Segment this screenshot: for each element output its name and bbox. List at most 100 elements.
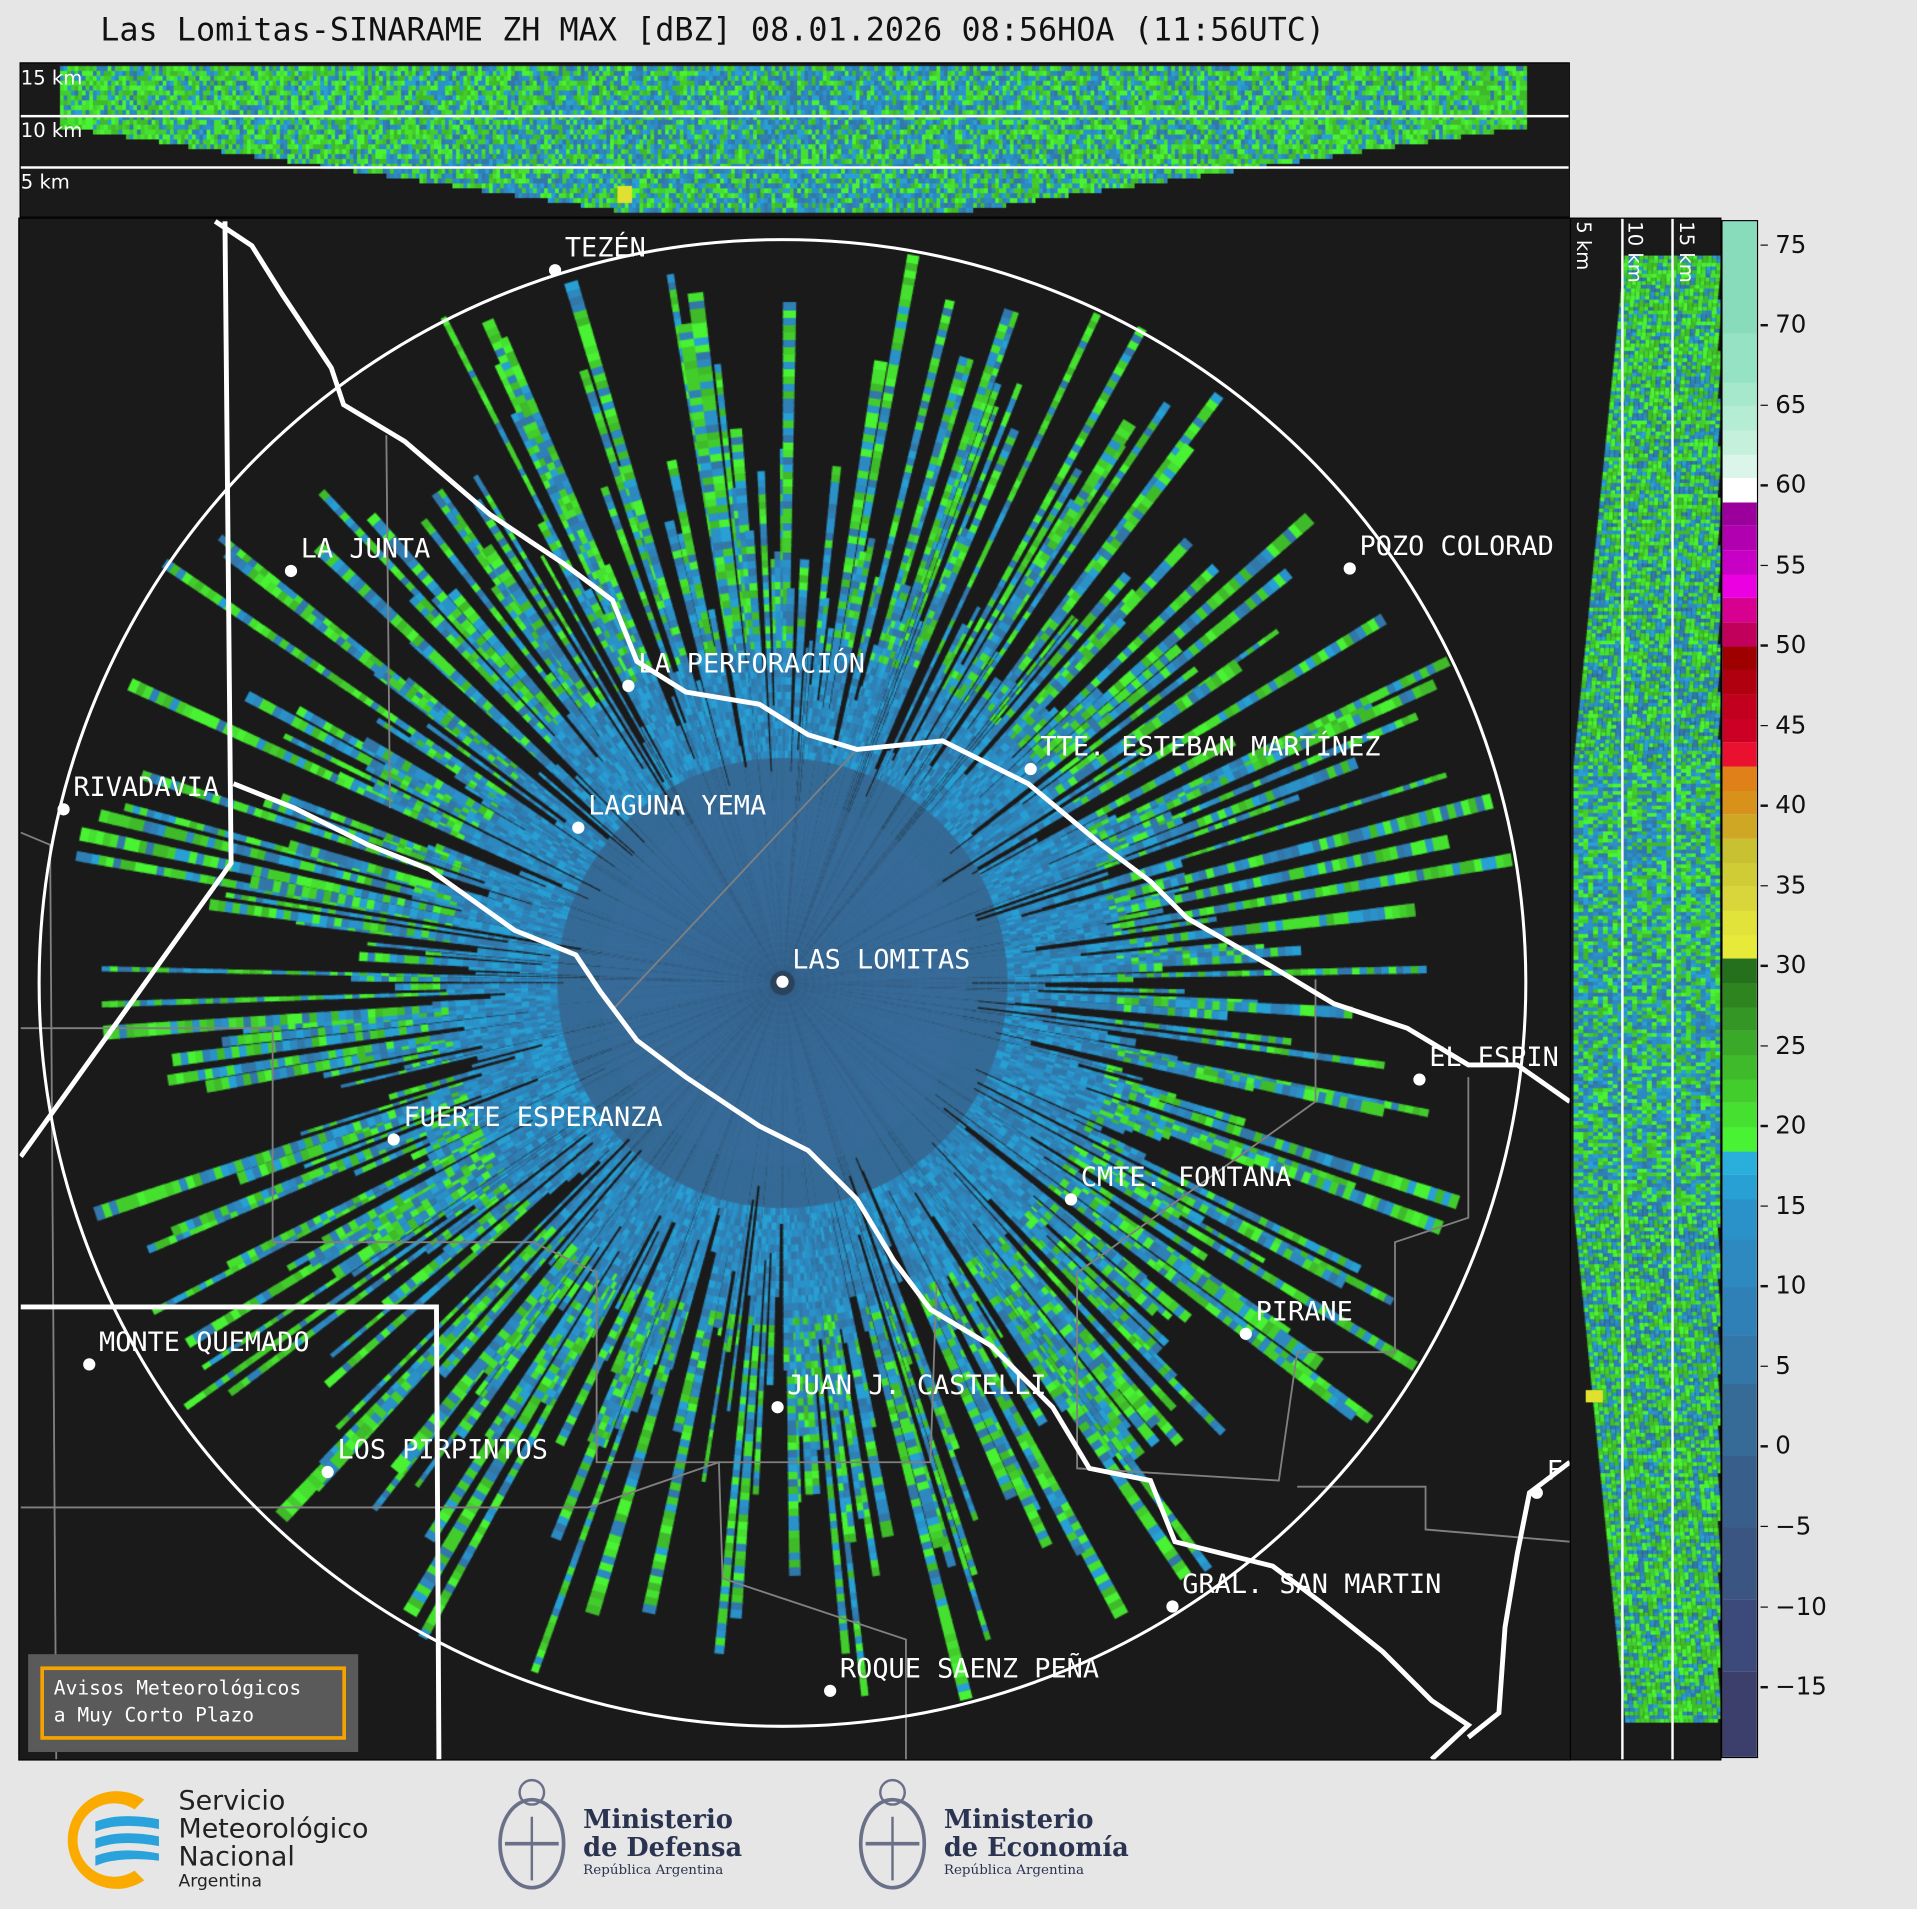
colorbar-tick-label: 70 [1775,309,1807,339]
city-marker [1239,1327,1252,1340]
department-boundary [1076,1077,1470,1482]
economia-line2: de Economía [943,1831,1129,1863]
colorbar-segment [1722,886,1757,911]
colorbar-segment [1722,1126,1757,1152]
top-cross-section-image [20,63,1569,217]
colorbar-segment [1722,1286,1757,1336]
avisos-line1: Avisos Meteorológicos [53,1676,302,1700]
colorbar-tick-label: 60 [1775,469,1807,500]
coat-of-arms-icon [498,1778,566,1890]
department-boundary [611,748,858,1011]
avisos-badge[interactable]: Avisos Meteorológicos a Muy Corto Plazo [28,1654,359,1752]
city-marker [83,1358,96,1371]
colorbar-segment [1722,621,1757,647]
colorbar-segment [1722,1006,1757,1031]
economia-line1: Ministerio [943,1803,1094,1834]
colorbar-tick-label: −10 [1775,1591,1827,1621]
city-label: RIVADAVIA [73,772,220,804]
smn-line1: Servicio [178,1786,286,1817]
department-boundary [20,831,58,1760]
colorbar-segment [1722,573,1757,599]
colorbar-tick [1760,724,1768,727]
colorbar-tick-label: 20 [1775,1110,1807,1140]
city-label: TTE. ESTEBAN MARTÍNEZ [1040,732,1381,763]
top-cross-section: 15 km 10 km 5 km [19,62,1570,218]
height-label-5km: 5 km [1572,221,1596,271]
city-label: PIRANE [1255,1297,1353,1328]
gridline-5km [20,166,1569,169]
colorbar-tick [1760,1445,1768,1448]
colorbar-segment [1722,1238,1757,1288]
colorbar-segment [1722,1102,1757,1128]
colorbar [1721,220,1759,1759]
economia-line3: República Argentina [943,1862,1085,1878]
colorbar-segment [1722,477,1757,503]
colorbar-segment [1722,1454,1757,1528]
colorbar-segment [1722,381,1757,407]
colorbar-tick-label: 10 [1775,1270,1807,1301]
colorbar-tick [1760,324,1768,327]
smn-logo: Servicio Meteorológico Nacional Argentin… [59,1785,401,1895]
colorbar-tick [1760,244,1768,246]
colorbar-segment [1722,1150,1757,1176]
colorbar-segment [1722,838,1757,863]
colorbar-segment [1722,221,1757,335]
smn-line3: Nacional [178,1842,295,1874]
colorbar-segment [1722,1054,1757,1080]
city-label: MONTE QUEMADO [99,1327,310,1359]
defensa-logo: Ministerio de Defensa República Argentin… [495,1773,764,1901]
range-ring [37,238,1528,1728]
city-marker [1413,1073,1426,1086]
city-label: LAGUNA YEMA [588,791,767,822]
city-label: ROQUE SAENZ PEÑA [839,1654,1100,1685]
coat-of-arms-icon [858,1778,927,1890]
colorbar-segment [1722,429,1757,455]
colorbar-segment [1722,1382,1757,1456]
city-marker [321,1465,334,1479]
city-marker [771,1401,784,1414]
colorbar-segment [1722,1198,1757,1240]
colorbar-tick-label: 25 [1775,1030,1807,1060]
city-marker [824,1684,837,1697]
colorbar-segment [1722,1527,1757,1600]
colorbar-segment [1722,525,1757,551]
city-marker [1530,1486,1543,1499]
height-label-15km: 15 km [20,66,83,90]
colorbar-tick-label: 5 [1775,1350,1791,1381]
colorbar-tick [1760,1205,1768,1208]
defensa-line3: República Argentina [583,1862,724,1878]
city-label: EL ESPIN [1429,1042,1559,1074]
colorbar-tick [1760,965,1768,967]
defensa-line2: de Defensa [583,1831,743,1863]
smn-line2: Meteorológico [178,1814,369,1845]
colorbar-tick-label: −5 [1775,1511,1812,1541]
colorbar-segment [1722,862,1757,887]
colorbar-tick [1760,1125,1768,1128]
gridline-10km [20,114,1569,117]
city-marker [387,1133,400,1146]
radar-map[interactable]: TEZÉN LA JUNTA POZO COLORAD LA PERFORACIÓN T… [18,217,1572,1761]
side-cross-section-image [1571,218,1721,1760]
height-label-5km: 5 km [20,169,70,194]
colorbar-tick [1760,1686,1768,1688]
colorbar-tick-label: 75 [1775,229,1807,259]
city-marker [776,975,789,988]
city-label: POZO COLORAD [1359,531,1554,563]
city-marker [57,803,70,816]
colorbar-tick [1760,1285,1768,1288]
economia-logo: Ministerio de Economía República Argenti… [856,1773,1137,1901]
city-marker [548,264,562,277]
city-marker [622,679,635,692]
colorbar-tick [1760,1525,1768,1528]
city-marker [1024,762,1037,776]
colorbar-segment [1722,597,1757,623]
colorbar-segment [1722,958,1757,983]
smn-emblem-icon [67,1791,159,1889]
defensa-line1: Ministerio [583,1803,733,1834]
height-label-15km: 15 km [1674,221,1699,283]
colorbar-segment [1722,405,1757,431]
colorbar-segment [1722,333,1757,383]
colorbar-tick [1760,884,1768,887]
city-label: GRAL. SAN MARTIN [1182,1569,1442,1601]
city-label: LAS LOMITAS [792,945,971,976]
